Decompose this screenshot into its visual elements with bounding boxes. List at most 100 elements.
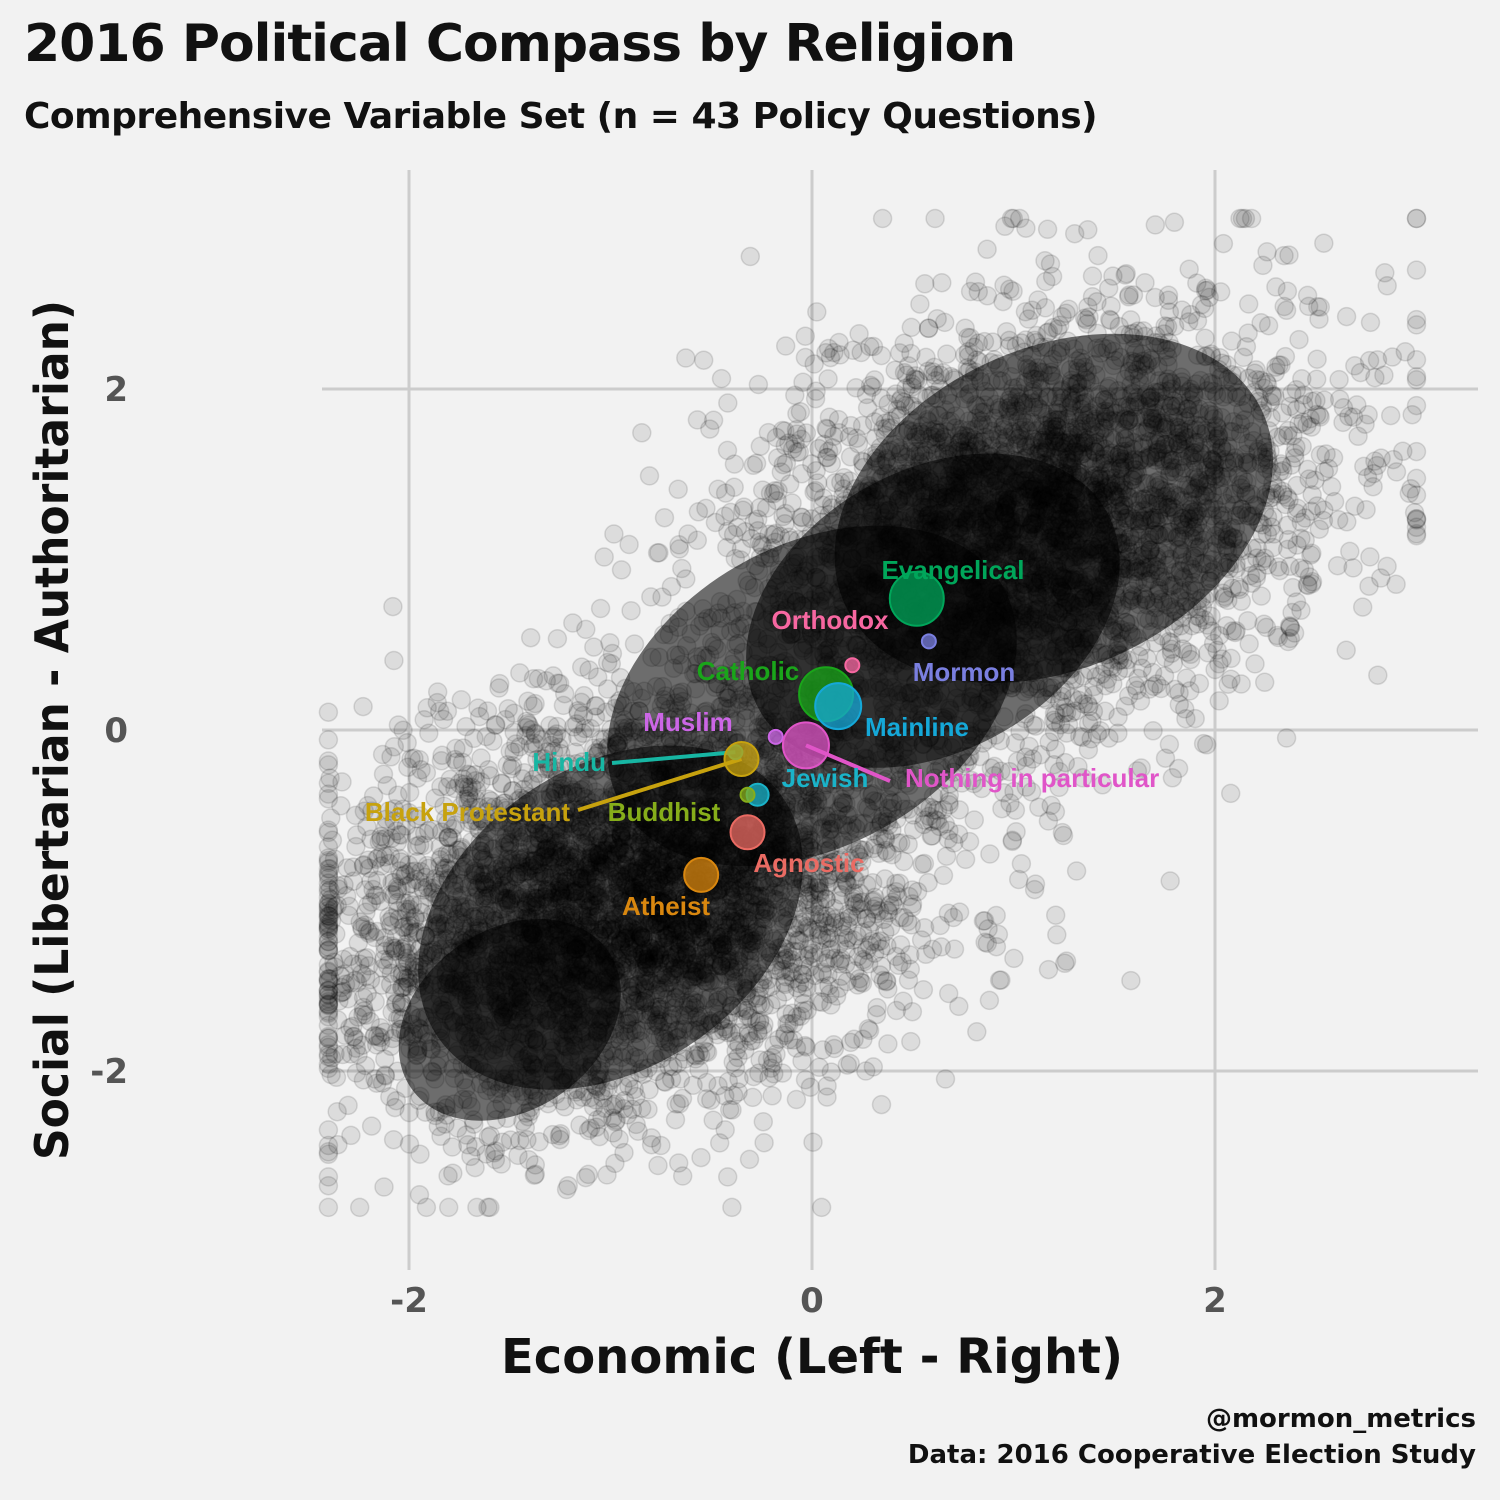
respondent-point xyxy=(326,924,346,944)
respondent-point xyxy=(374,1177,394,1197)
respondent-point xyxy=(431,1126,451,1147)
respondent-point xyxy=(1039,732,1059,752)
respondent-point xyxy=(318,702,339,722)
respondent-point xyxy=(1299,567,1320,587)
respondent-point xyxy=(958,346,979,367)
respondent-point xyxy=(796,423,817,443)
respondent-point xyxy=(872,208,893,229)
respondent-point xyxy=(576,619,596,640)
respondent-point xyxy=(399,782,420,803)
respondent-point xyxy=(773,506,793,527)
respondent-point xyxy=(908,370,928,390)
respondent-point xyxy=(754,1132,774,1153)
respondent-point xyxy=(502,755,523,776)
respondent-point xyxy=(467,1197,487,1218)
respondent-point xyxy=(760,483,781,504)
respondent-point xyxy=(438,1197,459,1218)
respondent-point xyxy=(795,907,815,927)
respondent-point xyxy=(1045,905,1066,925)
respondent-point xyxy=(491,773,512,794)
respondent-point xyxy=(321,910,342,931)
respondent-point xyxy=(864,412,885,432)
respondent-point xyxy=(1226,621,1246,641)
respondent-point xyxy=(750,994,771,1015)
respondent-point xyxy=(542,1124,563,1145)
respondent-point xyxy=(1309,519,1330,539)
respondent-point xyxy=(810,896,830,916)
respondent-point xyxy=(1301,545,1321,565)
respondent-point xyxy=(791,1006,811,1026)
respondent-point xyxy=(347,972,368,993)
respondent-point xyxy=(516,725,536,746)
respondent-point xyxy=(1053,825,1074,846)
respondent-point xyxy=(672,1166,693,1186)
respondent-point xyxy=(611,560,632,580)
respondent-point xyxy=(779,1014,799,1034)
respondent-point xyxy=(1310,297,1331,317)
respondent-point xyxy=(1174,699,1195,719)
respondent-point xyxy=(754,996,775,1017)
respondent-point xyxy=(1116,263,1136,284)
respondent-point xyxy=(586,1117,607,1137)
respondent-point xyxy=(410,1144,430,1164)
respondent-point xyxy=(1256,372,1277,393)
respondent-point xyxy=(1363,476,1383,497)
respondent-point xyxy=(318,1197,339,1218)
respondent-point xyxy=(857,398,878,418)
respondent-point xyxy=(746,453,767,474)
respondent-point xyxy=(1358,405,1378,425)
respondent-point xyxy=(466,780,487,801)
respondent-point xyxy=(563,717,584,737)
respondent-point xyxy=(375,935,395,956)
respondent-point xyxy=(397,972,418,992)
respondent-point xyxy=(799,945,819,966)
respondent-point xyxy=(337,858,357,878)
respondent-point xyxy=(837,875,858,895)
respondent-point xyxy=(783,941,803,961)
respondent-point xyxy=(1037,219,1058,240)
respondent-point xyxy=(1313,510,1334,531)
respondent-point xyxy=(334,875,354,895)
respondent-point xyxy=(345,805,366,826)
respondent-point xyxy=(471,809,492,829)
respondent-point xyxy=(806,460,826,481)
respondent-point xyxy=(1007,751,1028,772)
respondent-point xyxy=(901,343,921,364)
respondent-point xyxy=(318,937,339,957)
respondent-point xyxy=(979,990,1000,1011)
respondent-point xyxy=(1214,588,1234,609)
respondent-point xyxy=(1269,355,1289,375)
respondent-point xyxy=(367,870,387,891)
respondent-point xyxy=(451,690,472,710)
respondent-point xyxy=(1164,212,1185,233)
respondent-point xyxy=(691,1147,711,1168)
respondent-point xyxy=(850,883,870,904)
respondent-point xyxy=(939,785,960,805)
respondent-point xyxy=(386,1090,407,1111)
respondent-point xyxy=(566,714,587,734)
respondent-point xyxy=(318,1175,339,1196)
respondent-point xyxy=(1257,374,1278,395)
respondent-point xyxy=(977,239,997,260)
respondent-point xyxy=(626,1086,646,1107)
respondent-point xyxy=(1061,702,1082,723)
respondent-point xyxy=(1127,761,1148,781)
respondent-point xyxy=(393,942,413,962)
respondent-point xyxy=(1280,556,1300,577)
respondent-point xyxy=(597,652,618,673)
respondent-point xyxy=(1190,607,1210,628)
respondent-point xyxy=(1260,392,1281,413)
respondent-point xyxy=(1289,558,1310,578)
respondent-point xyxy=(1045,802,1066,822)
respondent-point xyxy=(831,966,852,987)
respondent-point xyxy=(414,709,434,730)
respondent-point xyxy=(318,995,339,1016)
respondent-point xyxy=(1132,658,1152,678)
respondent-point xyxy=(817,916,838,936)
respondent-point xyxy=(1253,255,1273,276)
respondent-point xyxy=(1343,558,1363,578)
respondent-point xyxy=(1359,576,1379,596)
respondent-point xyxy=(419,858,439,879)
respondent-point xyxy=(925,370,946,391)
